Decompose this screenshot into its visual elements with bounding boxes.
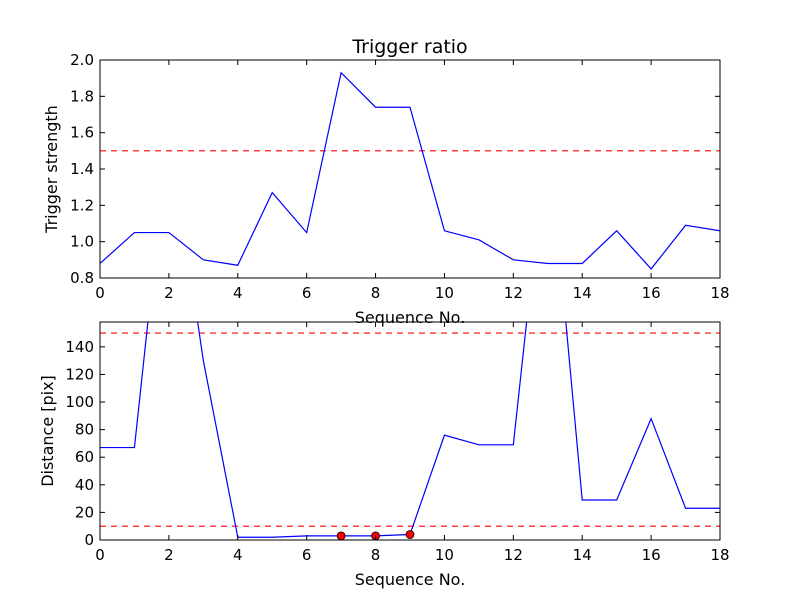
x-tick-label: 12 [504,284,523,302]
plot-area [99,321,721,541]
x-tick-label: 4 [233,546,243,564]
axis-ticks: 0 2 4 6 8 10 12 14 16 18 0 20 40 60 80 100 120 140 [65,322,730,564]
x-tick-label: 0 [95,284,105,302]
x-tick-label: 16 [642,284,661,302]
x-tick-label: 2 [164,284,174,302]
x-tick-label: 0 [95,546,105,564]
x-tick-label: 10 [435,546,454,564]
y-tick-label: 1.0 [70,233,94,251]
y-tick-label: 20 [75,503,94,521]
y-tick-label: 1.2 [70,196,94,214]
x-tick-label: 8 [371,546,381,564]
x-tick-label: 4 [233,284,243,302]
x-tick-label: 10 [435,284,454,302]
x-axis-label: Sequence No. [355,570,466,589]
x-tick-label: 6 [302,284,312,302]
y-axis-label: Trigger strength [42,105,61,234]
y-tick-label: 40 [75,476,94,494]
x-tick-label: 16 [642,546,661,564]
y-tick-label: 120 [65,365,94,383]
x-axis-label: Sequence No. [355,308,466,327]
data-point-marker [405,530,415,539]
plot-content [100,71,720,270]
distance-chart: 0 2 4 6 8 10 12 14 16 18 0 20 40 60 80 100 120 140 Sequen… [38,321,730,589]
trigger-ratio-chart: Trigger ratio 0 2 4 6 8 10 12 14 16 18 0.8 1.0 1.2 1.… [42,36,730,327]
y-tick-label: 60 [75,448,94,466]
y-axis-label: Distance [pix] [38,375,57,487]
axes-frame [99,321,721,541]
y-tick-label: 80 [75,421,94,439]
axis-ticks: 0 2 4 6 8 10 12 14 16 18 0.8 1.0 1.2 1.4 1.6 1.8 2.0 [70,51,729,302]
y-tick-label: 140 [65,338,94,356]
y-tick-label: 100 [65,393,94,411]
x-tick-label: 2 [164,546,174,564]
chart-title: Trigger ratio [351,36,467,58]
x-tick-label: 8 [371,284,381,302]
y-tick-label: 2.0 [70,51,94,69]
y-tick-label: 1.8 [70,87,94,105]
x-tick-label: 6 [302,546,312,564]
y-tick-label: 1.4 [70,160,94,178]
x-tick-label: 12 [504,546,523,564]
data-point-marker [336,531,346,541]
series-line [100,71,720,270]
y-tick-label: 1.6 [70,124,94,142]
y-tick-label: 0 [84,531,94,549]
x-tick-label: 14 [573,284,592,302]
x-tick-label: 14 [573,546,592,564]
x-tick-label: 18 [710,284,729,302]
y-tick-label: 0.8 [70,269,94,287]
x-tick-label: 18 [710,546,729,564]
